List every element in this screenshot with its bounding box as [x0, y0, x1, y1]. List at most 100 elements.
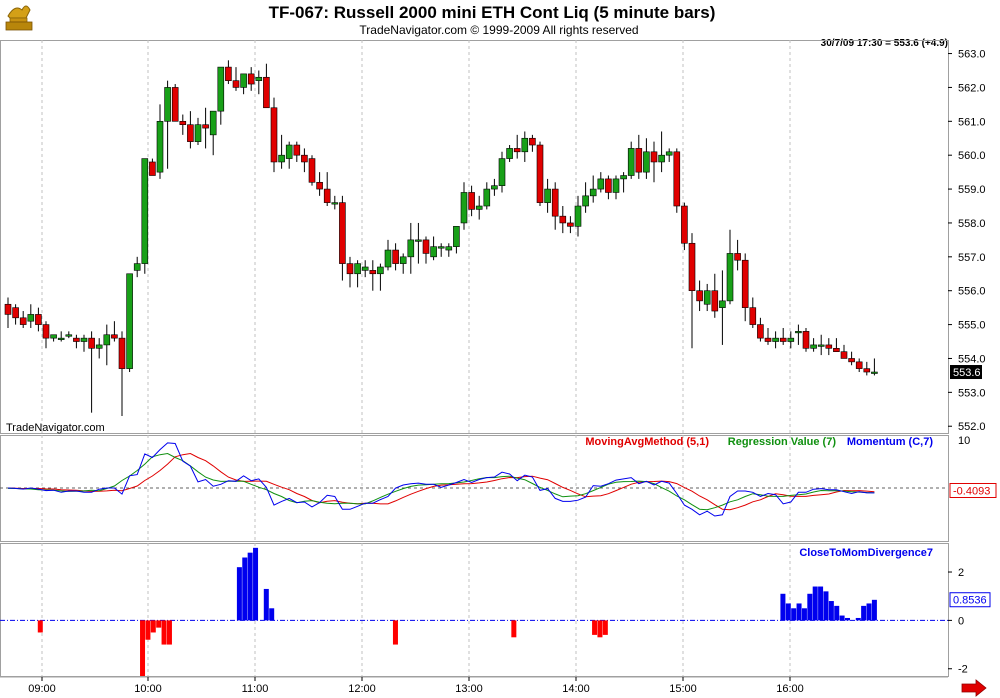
- candle-body: [468, 192, 475, 210]
- candle-body: [399, 256, 407, 264]
- candle-body: [445, 246, 453, 251]
- candle-body: [35, 314, 42, 325]
- divergence-bar: [166, 620, 172, 645]
- panel-frames: [0, 40, 949, 678]
- candle-body: [795, 331, 802, 334]
- candle-body: [156, 121, 164, 173]
- divergence-panel: 2 0 -2 0.8536 CloseToMomDivergence7: [0, 547, 991, 676]
- price-tick-label: 559.0: [958, 184, 986, 196]
- candle-body: [217, 66, 225, 112]
- candle-body: [118, 337, 126, 369]
- price-tick-label: 558.0: [958, 218, 986, 230]
- trophy-logo-icon: [5, 5, 33, 31]
- candle-body: [27, 314, 35, 322]
- candle-body: [681, 205, 688, 244]
- price-tick-label: 556.0: [958, 286, 986, 298]
- time-gridlines: [41, 40, 791, 676]
- divergence-bar: [828, 601, 834, 621]
- candle-body: [620, 175, 627, 180]
- candle-body: [354, 263, 361, 275]
- divergence-tick-label: 0: [958, 615, 964, 627]
- candle-body: [346, 263, 354, 275]
- divergence-bar: [812, 586, 818, 621]
- divergence-bar: [866, 603, 872, 621]
- time-label: 14:00: [562, 683, 590, 695]
- candle-body: [247, 73, 255, 85]
- candle-body: [643, 151, 650, 173]
- candle-body: [757, 324, 764, 339]
- candle-body: [863, 368, 871, 373]
- candle-body: [673, 151, 681, 207]
- divergence-bar: [807, 593, 813, 621]
- candle-body: [582, 195, 589, 207]
- candle-body: [559, 215, 567, 224]
- candle-body: [779, 337, 787, 342]
- candle-body: [316, 181, 323, 190]
- divergence-bar: [140, 620, 146, 676]
- divergence-bar: [253, 547, 259, 621]
- candle-body: [19, 317, 27, 325]
- candle-body: [825, 344, 833, 349]
- candle-body: [688, 242, 696, 292]
- candle-body: [551, 188, 559, 217]
- candle-body: [293, 144, 301, 156]
- chart-title: TF-067: Russell 2000 mini ETH Cont Liq (…: [269, 3, 716, 22]
- candle-body: [513, 148, 521, 153]
- indicator-lines: [0, 442, 948, 517]
- candle-body: [544, 188, 551, 203]
- arrow-right-icon[interactable]: [961, 679, 987, 697]
- candle-body: [149, 161, 156, 176]
- candle-body: [415, 239, 422, 242]
- candle-body: [339, 202, 346, 264]
- divergence-bar: [592, 620, 598, 635]
- candle-body: [80, 337, 88, 342]
- time-label: 09:00: [28, 683, 56, 695]
- price-axis: 552.0 553.0 554.0 555.0 556.0 557.0 558.0 559.0…: [948, 49, 986, 433]
- divergence-last-badge: [949, 592, 991, 608]
- candle-body: [331, 202, 339, 205]
- momentum-line: [7, 442, 875, 517]
- candle-body: [658, 154, 665, 163]
- candle-body: [187, 124, 194, 142]
- candle-body: [392, 249, 399, 264]
- candle-body: [605, 178, 612, 193]
- candle-body: [665, 151, 673, 156]
- candle-body: [650, 151, 658, 163]
- scroll-right-button[interactable]: [961, 679, 987, 697]
- candle-body: [133, 263, 141, 271]
- divergence-tick-label: -2: [958, 664, 968, 676]
- divergence-axis: 2 0 -2 0.8536: [948, 567, 991, 676]
- candle-body: [278, 154, 285, 163]
- divergence-bar: [263, 588, 269, 621]
- indicator-panel: 10 -0.4093 MovingAvgMethod (5,1) Regressio…: [0, 435, 997, 517]
- candle-body: [574, 205, 582, 227]
- time-label: 13:00: [455, 683, 483, 695]
- divergence-bar: [871, 599, 877, 621]
- divergence-bar: [823, 591, 829, 621]
- candle-body: [536, 144, 544, 203]
- indicator-tick-label: 10: [958, 435, 970, 447]
- candle-body: [612, 178, 620, 193]
- candle-body: [323, 188, 331, 203]
- time-label: 15:00: [669, 683, 697, 695]
- candle-body: [802, 331, 810, 349]
- divergence-bar: [150, 620, 156, 633]
- candle-body: [240, 73, 247, 88]
- divergence-bar: [511, 620, 517, 638]
- price-panel: 552.0 553.0 554.0 555.0 556.0 557.0 558.0 559.0…: [4, 49, 986, 434]
- candle-body: [871, 371, 878, 374]
- regression-line: [7, 452, 875, 511]
- candle-body: [521, 137, 529, 153]
- price-tick-label: 557.0: [958, 252, 986, 264]
- candle-body: [171, 87, 179, 122]
- candle-body: [263, 76, 270, 109]
- candle-body: [164, 87, 171, 122]
- divergence-bar: [834, 605, 840, 621]
- candle-body: [597, 178, 605, 190]
- divergence-bar: [855, 617, 861, 621]
- candle-body: [4, 303, 12, 315]
- divergence-bar: [861, 605, 867, 621]
- divergence-bar: [242, 557, 248, 621]
- divergence-bar: [785, 603, 791, 621]
